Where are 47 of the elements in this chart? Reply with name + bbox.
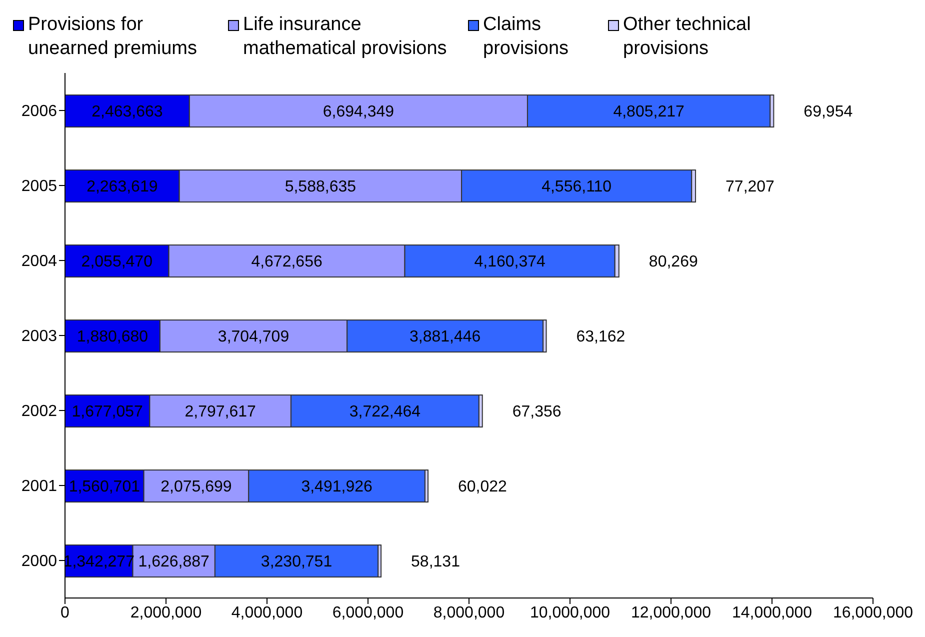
y-tick-label: 2002 xyxy=(21,403,58,420)
data-label: 1,880,680 xyxy=(76,328,148,346)
data-label: 80,269 xyxy=(648,254,698,271)
legend-label: Life insurance mathematical provisions xyxy=(243,13,448,61)
x-tick-label: 6,000,000 xyxy=(332,604,404,622)
data-label: 3,230,751 xyxy=(260,554,332,571)
legend-label: Claims provisions xyxy=(483,13,570,61)
data-label: 4,556,110 xyxy=(542,178,612,196)
data-label: 1,560,701 xyxy=(68,478,140,496)
x-tick-label: 0 xyxy=(60,604,70,622)
y-tick-label: 2000 xyxy=(21,553,58,570)
data-label: 58,131 xyxy=(411,554,460,571)
x-tick-label: 2,000,000 xyxy=(130,604,202,622)
data-label: 1,626,887 xyxy=(138,554,210,571)
y-tick-label: 2006 xyxy=(21,103,58,120)
data-label: 63,162 xyxy=(576,328,626,346)
data-label: 2,263,619 xyxy=(86,178,158,196)
x-tick-label: 8,000,000 xyxy=(433,604,505,622)
data-label: 1,677,057 xyxy=(72,404,144,421)
data-label: 4,160,374 xyxy=(474,254,546,271)
data-label: 2,075,699 xyxy=(160,478,232,496)
x-tick-label: 4,000,000 xyxy=(231,604,303,622)
data-label: 60,022 xyxy=(458,478,508,496)
data-label: 2,797,617 xyxy=(184,404,256,421)
data-label: 77,207 xyxy=(726,178,775,196)
data-label: 3,881,446 xyxy=(409,328,481,346)
x-tick-label: 14,000,000 xyxy=(732,604,812,622)
data-label: 3,704,709 xyxy=(218,328,290,346)
data-label: 3,491,926 xyxy=(301,478,372,496)
data-label: 4,805,217 xyxy=(613,104,684,121)
data-label: 2,055,470 xyxy=(81,254,153,271)
data-label: 2,463,663 xyxy=(92,104,163,121)
y-tick-label: 2004 xyxy=(21,253,58,270)
x-tick-label: 10,000,000 xyxy=(530,604,610,622)
y-tick-label: 2001 xyxy=(21,478,58,496)
data-label: 67,356 xyxy=(512,404,562,421)
data-label: 3,722,464 xyxy=(349,404,421,421)
data-label: 4,672,656 xyxy=(251,254,322,271)
legend-label: Provisions for unearned premiums xyxy=(28,13,198,61)
y-tick-label: 2005 xyxy=(21,178,58,196)
y-tick-label: 2003 xyxy=(21,328,58,346)
data-label: 6,694,349 xyxy=(322,104,394,121)
x-tick-label: 16,000,000 xyxy=(832,604,914,622)
x-tick-label: 12,000,000 xyxy=(630,604,712,622)
data-label: 5,588,635 xyxy=(284,178,356,196)
legend-label: Other technical provisions xyxy=(623,13,752,61)
data-label: 69,954 xyxy=(804,104,853,121)
